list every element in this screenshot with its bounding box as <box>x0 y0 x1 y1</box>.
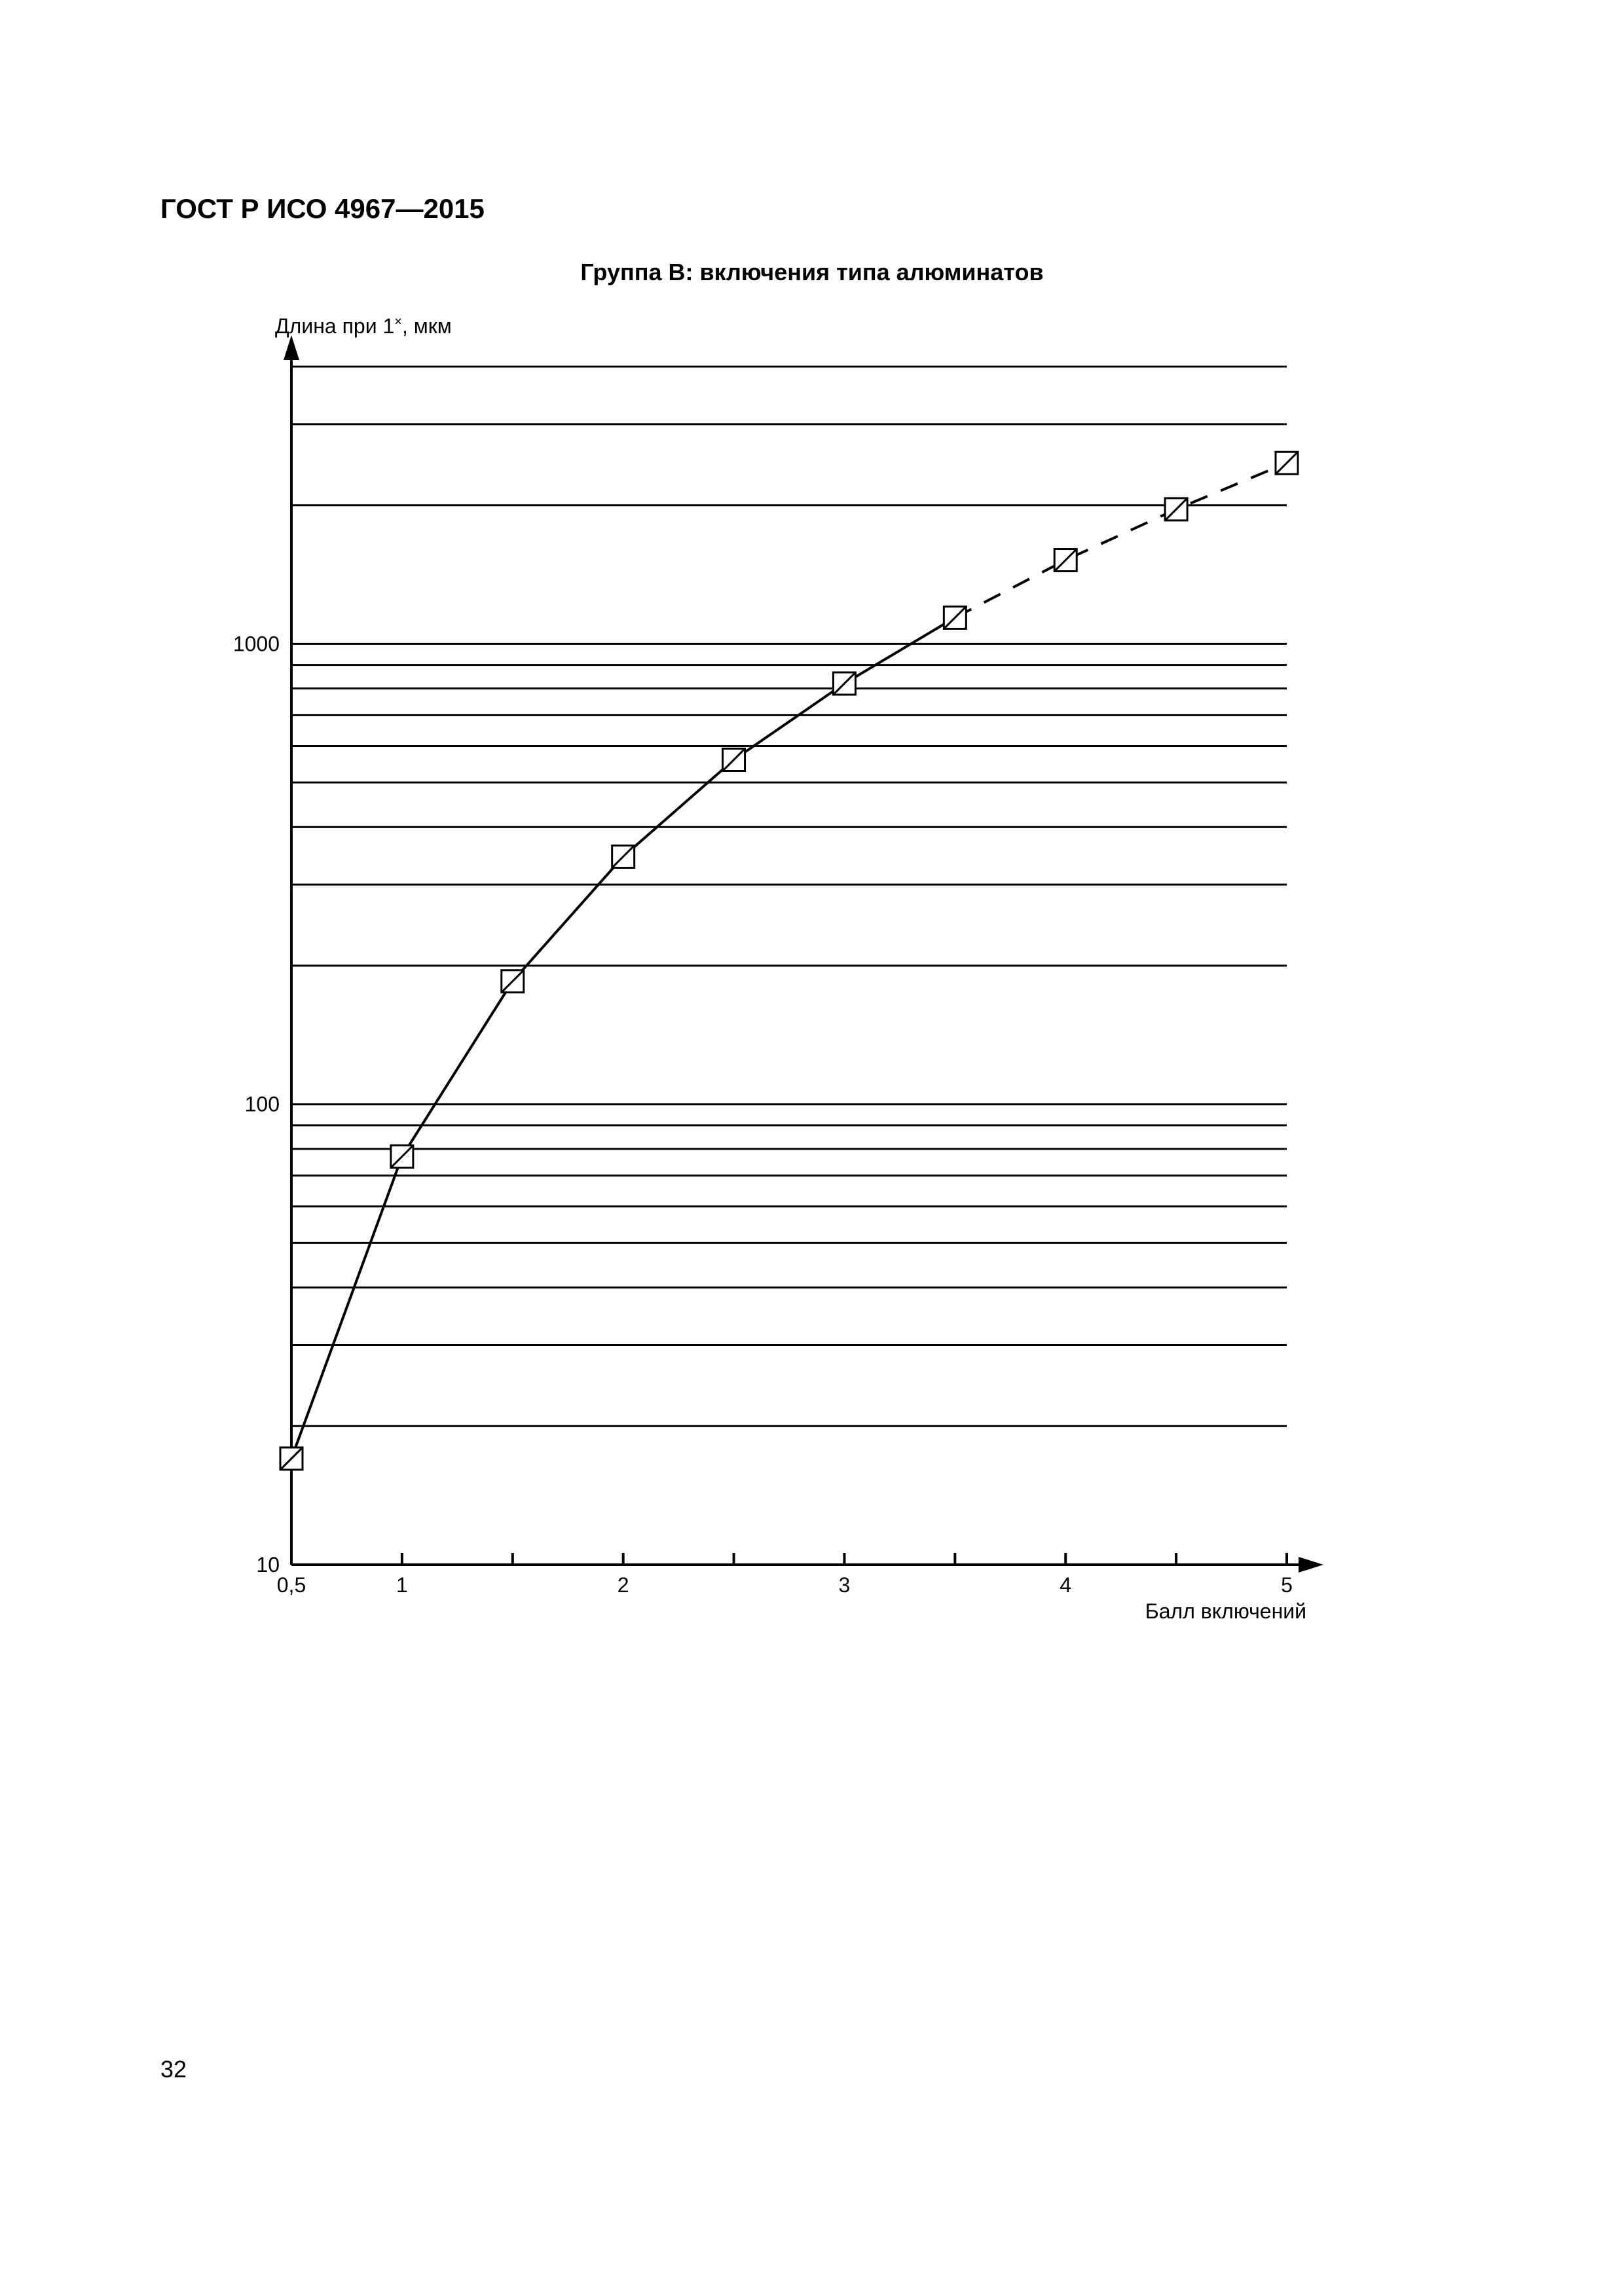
data-marker <box>833 672 855 695</box>
data-marker <box>1054 549 1077 572</box>
data-marker <box>723 749 745 771</box>
chart-canvas: 0,5 1 2 3 4 5 10 100 1000 Балл включений <box>0 0 1624 2296</box>
y-axis-arrow <box>284 335 299 360</box>
x-tick-label: 0,5 <box>277 1573 306 1597</box>
data-marker <box>1165 498 1187 520</box>
data-marker <box>280 1448 303 1470</box>
data-marker <box>1276 452 1298 474</box>
data-marker <box>502 970 524 993</box>
series-line-solid <box>291 617 955 1459</box>
data-marker <box>944 606 966 629</box>
x-axis-title: Балл включений <box>1145 1599 1306 1623</box>
data-marker <box>391 1146 413 1168</box>
x-tick-label: 1 <box>396 1573 408 1597</box>
y-tick-label: 1000 <box>233 632 280 655</box>
page-number: 32 <box>160 2056 187 2083</box>
y-tick-label: 100 <box>245 1093 280 1116</box>
series-line-dashed <box>955 463 1287 617</box>
x-tick-label: 2 <box>618 1573 629 1597</box>
y-tick-label: 10 <box>256 1553 280 1576</box>
x-tick-label: 3 <box>839 1573 851 1597</box>
x-axis-arrow <box>1299 1557 1323 1573</box>
x-tick-label: 4 <box>1060 1573 1071 1597</box>
data-marker <box>612 845 635 867</box>
x-tick-label: 5 <box>1281 1573 1293 1597</box>
